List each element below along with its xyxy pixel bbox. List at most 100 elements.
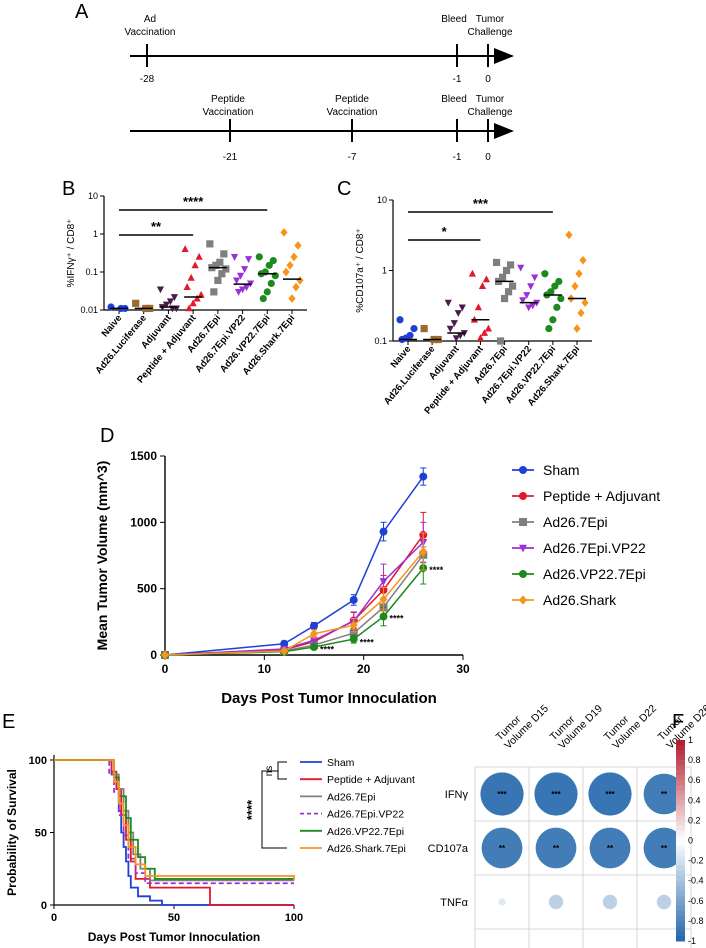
data-point <box>222 265 230 273</box>
data-point <box>557 294 565 303</box>
colorbar-segment <box>676 785 685 791</box>
data-point <box>107 303 115 311</box>
column-label: TumorVolume D22 <box>602 694 660 752</box>
data-point <box>161 650 169 660</box>
colorbar-segment <box>676 870 685 877</box>
timeline-ad: Ad Vaccination -28 Bleed -1 Tumor Challe… <box>125 14 514 85</box>
day-label: 0 <box>485 74 491 85</box>
data-point <box>349 595 358 604</box>
event-label: Peptide <box>335 94 369 105</box>
significance-stars: **** <box>183 194 204 209</box>
data-point <box>310 628 318 639</box>
data-point <box>189 299 197 307</box>
correlation-circle <box>481 827 523 869</box>
colorbar-tick-label: -0.8 <box>688 916 704 926</box>
data-point <box>292 282 300 292</box>
day-label: -7 <box>348 152 357 163</box>
data-point <box>379 594 388 605</box>
event-label: Vaccination <box>125 27 176 38</box>
data-point <box>496 337 505 345</box>
colorbar-segment <box>676 920 685 927</box>
data-point <box>280 228 288 237</box>
significance-stars: ** <box>661 790 668 799</box>
timeline-peptide: Peptide Vaccination -21 Peptide Vaccinat… <box>130 94 514 163</box>
data-point <box>263 288 271 296</box>
data-point <box>468 269 477 277</box>
data-point <box>458 304 466 312</box>
data-point <box>581 298 589 307</box>
x-tick-label: 10 <box>258 662 272 676</box>
data-point <box>492 258 501 267</box>
data-point <box>523 292 531 299</box>
colorbar-tick-label: 0.8 <box>688 755 701 765</box>
data-point <box>575 269 583 279</box>
data-point <box>410 324 418 333</box>
row-label: IFNγ <box>445 789 469 801</box>
significance-bracket <box>261 770 287 849</box>
data-point <box>498 273 507 281</box>
colorbar-segment <box>676 760 685 766</box>
data-point <box>132 299 140 307</box>
correlation-circle <box>589 827 631 869</box>
data-point <box>420 324 428 333</box>
data-point <box>484 324 493 332</box>
series-line <box>164 476 424 656</box>
data-point <box>482 275 491 283</box>
chart-d-tumor-volume: 0 500 1000 1500 0 10 20 30 Days Post Tumor Innoc… <box>94 449 660 707</box>
y-tick-label: 0.1 <box>374 336 387 346</box>
significance-stars: **** <box>244 799 259 820</box>
colorbar-tick-label: 0.4 <box>688 795 701 805</box>
data-point <box>349 635 358 644</box>
significance-stars: *** <box>551 790 561 799</box>
data-point <box>502 266 511 275</box>
y-tick-label: 10 <box>88 191 98 201</box>
correlation-circle <box>548 894 564 910</box>
y-tick-label: 100 <box>29 755 47 767</box>
data-point <box>379 612 388 621</box>
data-point <box>456 332 464 340</box>
legend-label: Ad26.7Epi.VP22 <box>327 809 404 821</box>
panel-label-f: F <box>672 711 684 733</box>
x-axis-title: Days Post Tumor Innoculation <box>88 930 260 944</box>
data-point <box>288 294 296 303</box>
colorbar-segment <box>676 830 685 836</box>
correlation-circle <box>602 894 618 910</box>
data-point <box>541 270 549 278</box>
data-point <box>519 297 527 305</box>
data-point <box>195 252 203 260</box>
y-tick-label: 0 <box>41 900 47 912</box>
data-point <box>230 253 239 261</box>
data-point <box>446 325 454 333</box>
data-point <box>549 316 557 324</box>
event-label: Peptide <box>211 94 245 105</box>
data-point <box>476 334 485 341</box>
colorbar-segment <box>676 860 685 867</box>
legend-marker <box>519 570 527 578</box>
day-label: -28 <box>140 74 155 85</box>
legend-marker <box>519 518 527 526</box>
data-point <box>349 629 358 638</box>
legend-label: Ad26.Shark.7Epi <box>327 843 406 855</box>
row-label: CD107a <box>428 843 469 855</box>
data-point <box>290 252 298 262</box>
colorbar-tick-label: 1 <box>688 735 693 745</box>
data-point <box>379 578 388 586</box>
data-point <box>396 316 404 324</box>
colorbar-segment <box>676 780 685 786</box>
colorbar-segment <box>676 850 685 857</box>
y-tick-label: 10 <box>377 195 387 205</box>
correlation-circle <box>643 827 685 869</box>
colorbar-segment <box>676 855 685 862</box>
y-tick-label: 1500 <box>130 449 157 463</box>
data-point <box>197 290 205 298</box>
colorbar-tick-label: -0.6 <box>688 896 704 906</box>
data-point <box>218 270 226 278</box>
panel-label-b: B <box>62 178 75 200</box>
x-tick-label: 20 <box>357 662 371 676</box>
colorbar-segment <box>676 775 685 781</box>
data-point <box>212 261 220 269</box>
x-axis-title: Days Post Tumor Innoculation <box>221 690 437 707</box>
colorbar-segment <box>676 865 685 872</box>
significance-stars: ** <box>499 844 506 853</box>
